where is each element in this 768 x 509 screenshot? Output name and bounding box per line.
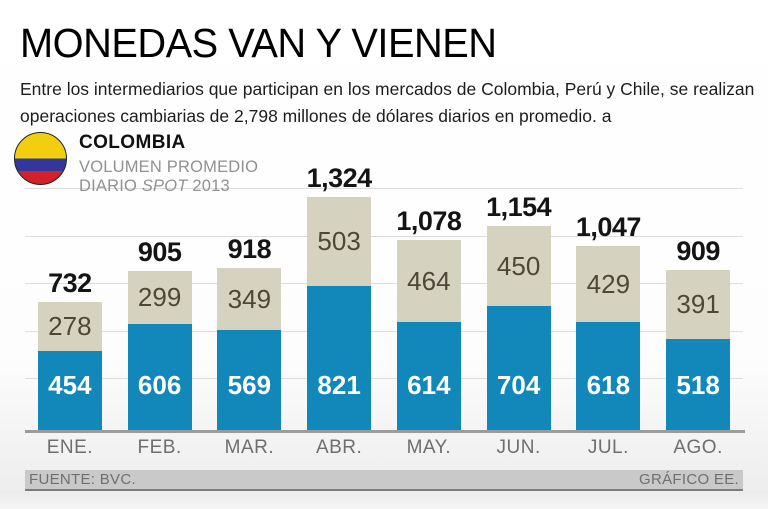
- stacked-bar: 464 614: [396, 240, 461, 431]
- bar-group: 918 349 569: [205, 165, 295, 431]
- bar-segment-lower: 518: [666, 339, 731, 431]
- bar-segment-upper: 278: [37, 302, 102, 351]
- credit-label: GRÁFICO EE.: [639, 471, 739, 488]
- bar-segment-upper-value: 429: [586, 268, 631, 299]
- bar-group: 1,047 429 618: [564, 165, 654, 431]
- bar-segment-upper-value: 278: [48, 311, 92, 341]
- bar-segment-lower-value: 821: [317, 370, 361, 400]
- bar-segment-upper: 464: [396, 240, 461, 322]
- bar-segment-lower-value: 569: [227, 370, 272, 400]
- bar-columns: 732 278 454 905 299 606 918 349 569 1,32…: [25, 163, 743, 431]
- x-axis-label: ABR.: [315, 437, 363, 458]
- x-axis-label: MAY.: [406, 437, 452, 458]
- bar-segment-upper: 391: [666, 270, 731, 339]
- bar-segment-upper: 349: [217, 268, 282, 330]
- bar-segment-lower: 454: [37, 351, 102, 431]
- gridline: [25, 283, 743, 284]
- x-axis-labels-row: ENE. FEB. MAR. ABR. MAY. JUN. JUL. AGO.: [25, 437, 743, 459]
- bar-segment-lower: 569: [217, 330, 282, 431]
- bar-total-label: 1,154: [486, 192, 552, 222]
- x-axis-label: JUN.: [496, 437, 541, 458]
- legend-line2: DIARIO SPOT 2013: [79, 177, 258, 196]
- bar-segment-lower-value: 614: [407, 370, 451, 400]
- bar-segment-lower-value: 518: [676, 370, 720, 400]
- page-subtitle: Entre los intermediarios que participan …: [20, 79, 755, 127]
- bar-total-label: 732: [48, 268, 92, 298]
- bar-segment-lower-value: 606: [137, 370, 182, 400]
- bar-group: 1,324 503 821: [294, 163, 384, 431]
- bar-segment-lower: 606: [127, 324, 192, 431]
- bar-segment-lower: 821: [307, 286, 372, 431]
- bar-total-label: 1,047: [575, 212, 642, 242]
- bar-segment-lower-value: 454: [48, 370, 92, 400]
- bar-segment-upper: 503: [307, 197, 372, 286]
- bar-segment-upper-value: 349: [227, 283, 272, 314]
- colombia-flag-icon: [14, 132, 67, 185]
- bar-segment-lower: 614: [396, 322, 461, 431]
- legend-line2-italic: SPOT: [141, 177, 188, 195]
- bar-total-label: 1,078: [396, 206, 462, 236]
- gridline: [25, 331, 743, 332]
- bar-segment-upper-value: 464: [407, 265, 451, 296]
- stacked-bar-chart: 732 278 454 905 299 606 918 349 569 1,32…: [25, 163, 745, 433]
- x-axis-label: JUL.: [587, 437, 629, 458]
- footer-bar: FUENTE: BVC. GRÁFICO EE.: [25, 470, 743, 491]
- stacked-bar: 391 518: [666, 270, 731, 431]
- bar-segment-lower-value: 618: [586, 370, 631, 400]
- bar-segment-upper-value: 503: [317, 226, 361, 256]
- legend-text: COLOMBIA VOLUMEN PROMEDIO DIARIO SPOT 20…: [79, 132, 258, 196]
- bar-total-label: 1,324: [306, 163, 373, 193]
- stacked-bar: 299 606: [127, 271, 192, 431]
- x-axis-label: MAR.: [224, 437, 275, 458]
- stacked-bar: 503 821: [307, 197, 372, 431]
- bar-total-label: 909: [676, 236, 720, 266]
- bar-segment-upper: 429: [576, 246, 641, 322]
- bar-segment-lower-value: 704: [496, 370, 541, 400]
- legend-line2-suffix: 2013: [187, 177, 230, 195]
- legend-country-label: COLOMBIA: [79, 132, 186, 153]
- stacked-bar: 450 704: [486, 226, 551, 431]
- legend-line1: VOLUMEN PROMEDIO: [79, 158, 259, 176]
- bar-group: 909 391 518: [653, 165, 743, 431]
- stacked-bar: 349 569: [217, 268, 282, 431]
- bar-group: 1,154 450 704: [474, 165, 564, 431]
- x-axis-baseline: [25, 430, 745, 433]
- gridline: [25, 378, 743, 379]
- stacked-bar: 429 618: [576, 246, 641, 431]
- chart-legend: COLOMBIA VOLUMEN PROMEDIO DIARIO SPOT 20…: [14, 132, 258, 196]
- gridline: [25, 188, 743, 189]
- gridline: [25, 236, 743, 237]
- bar-segment-upper: 450: [486, 226, 551, 306]
- x-axis-label: FEB.: [137, 437, 182, 458]
- bar-segment-lower: 618: [576, 322, 641, 431]
- bar-total-label: 905: [137, 237, 182, 267]
- bar-group: 732 278 454: [25, 165, 115, 431]
- bar-group: 1,078 464 614: [384, 165, 474, 431]
- bar-segment-upper: 299: [127, 271, 192, 324]
- bar-segment-upper-value: 450: [496, 250, 541, 281]
- bar-total-label: 918: [227, 234, 272, 264]
- bar-segment-upper-value: 299: [137, 282, 182, 312]
- bar-segment-upper-value: 391: [676, 289, 720, 319]
- page-title: MONEDAS VAN Y VIENEN: [20, 20, 497, 66]
- source-label: FUENTE: BVC.: [29, 471, 136, 488]
- x-axis-label: ENE.: [46, 437, 94, 458]
- bar-segment-lower: 704: [486, 306, 551, 431]
- x-axis-label: AGO.: [673, 437, 723, 458]
- bar-group: 905 299 606: [115, 165, 205, 431]
- stacked-bar: 278 454: [37, 302, 102, 431]
- legend-line2-prefix: DIARIO: [79, 177, 142, 195]
